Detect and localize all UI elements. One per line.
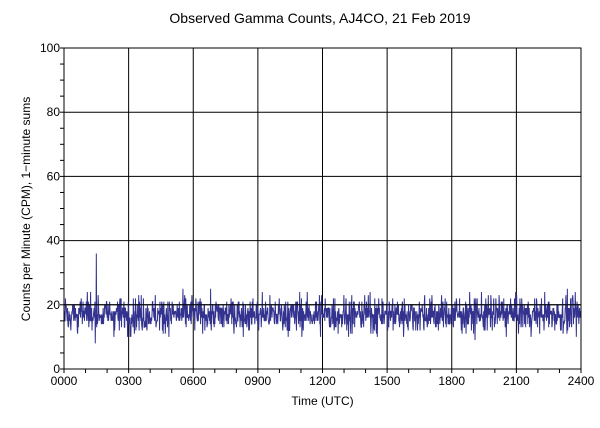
x-tick-label: 0600 — [180, 374, 207, 388]
y-axis-label: Counts per Minute (CPM), 1−minute sums — [19, 96, 33, 322]
y-tick-labels: 0 20 40 60 80 100 — [40, 41, 60, 376]
y-tick-label: 20 — [47, 298, 61, 312]
y-tick-label: 80 — [47, 105, 61, 119]
x-tick-label: 1800 — [438, 374, 465, 388]
x-tick-label: 0300 — [115, 374, 142, 388]
x-tick-label: 1200 — [309, 374, 336, 388]
minor-ticks — [60, 47, 582, 373]
y-tick-label: 60 — [47, 169, 61, 183]
x-tick-label: 2400 — [568, 374, 595, 388]
x-axis-label: Time (UTC) — [291, 394, 354, 408]
y-tick-label: 40 — [47, 234, 61, 248]
series-line-gamma-counts — [63, 253, 582, 344]
y-tick-label: 100 — [40, 41, 60, 55]
x-tick-label: 2100 — [503, 374, 530, 388]
x-tick-label: 1500 — [374, 374, 401, 388]
chart-title: Observed Gamma Counts, AJ4CO, 21 Feb 201… — [169, 10, 471, 26]
x-tick-labels: 0000 0300 0600 0900 1200 1500 1800 2100 2400 — [51, 374, 595, 388]
y-tick-label: 0 — [53, 362, 60, 376]
plot-frame — [63, 47, 582, 370]
x-tick-label: 0000 — [51, 374, 78, 388]
x-tick-label: 0900 — [245, 374, 272, 388]
